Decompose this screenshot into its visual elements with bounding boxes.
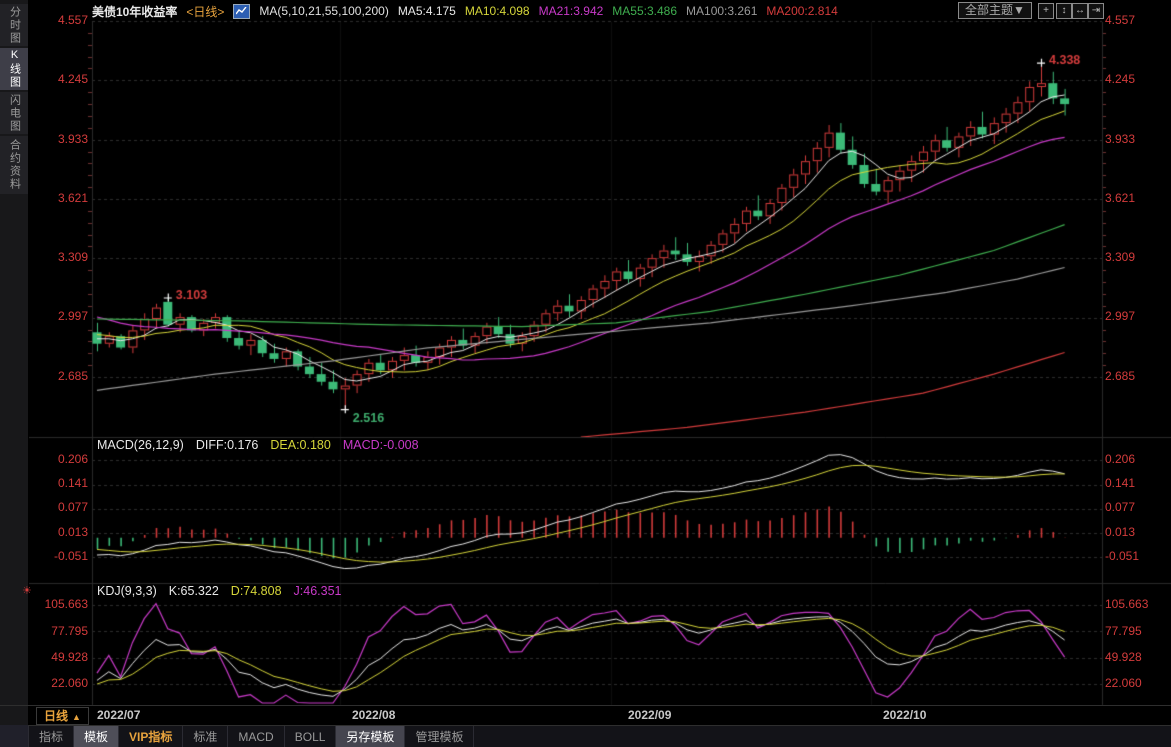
period-indicator[interactable]: <日线> bbox=[186, 4, 225, 19]
period-switch-label: 日线 bbox=[44, 709, 69, 723]
price-axis-label: 2.997 bbox=[57, 309, 88, 323]
macd-axis-label: 0.013 bbox=[1105, 525, 1136, 539]
chart-header: 美债10年收益率 <日线> MA(5,10,21,55,100,200) MA5… bbox=[28, 0, 1171, 22]
tool-glyph: ↕ bbox=[1061, 5, 1067, 16]
macd-axis-label: 0.013 bbox=[57, 525, 88, 539]
sidebar-tab-label: 分时图 bbox=[8, 5, 21, 45]
tab-manage-template[interactable]: 管理模板 bbox=[405, 726, 475, 747]
chevron-up-icon: ▲ bbox=[72, 712, 81, 722]
tab-indicators[interactable]: 指标 bbox=[28, 726, 75, 747]
zoom-horizontal-icon[interactable]: ↔ bbox=[1072, 3, 1088, 19]
kdj-axis-label: 49.928 bbox=[1105, 650, 1142, 664]
price-axis-label: 4.245 bbox=[1105, 72, 1136, 86]
sidebar-tab-lightning[interactable]: 闪电图 bbox=[0, 92, 28, 134]
kdj-axis-label: 77.795 bbox=[1105, 624, 1142, 638]
time-axis-label: 2022/08 bbox=[352, 708, 396, 722]
macd-params[interactable]: MACD(26,12,9) bbox=[97, 438, 184, 452]
panel-settings-sun-icon[interactable]: ☀ bbox=[22, 585, 32, 597]
price-axis-label: 3.621 bbox=[1105, 191, 1136, 205]
macd-axis-label: 0.077 bbox=[57, 500, 88, 514]
kdj-k-value: K:65.322 bbox=[168, 584, 219, 598]
left-sidebar: 分时图 K线图 闪电图 合约资料 bbox=[0, 0, 29, 747]
crosshair-icon[interactable]: + bbox=[1038, 3, 1054, 19]
kdj-axis-label: 49.928 bbox=[51, 650, 88, 664]
tool-glyph: + bbox=[1043, 5, 1049, 16]
macd-axis-label: 0.141 bbox=[57, 476, 88, 490]
macd-axis-label: -0.051 bbox=[1105, 549, 1140, 563]
ma200-value: MA200:2.814 bbox=[766, 4, 838, 18]
sidebar-tab-label: K线图 bbox=[8, 49, 21, 89]
instrument-title: 美债10年收益率 bbox=[92, 4, 178, 19]
macd-diff-value: DIFF:0.176 bbox=[195, 438, 259, 452]
pan-right-icon[interactable]: ⇥ bbox=[1088, 3, 1104, 19]
ma55-value: MA55:3.486 bbox=[612, 4, 678, 18]
ma-settings-label: MA(5,10,21,55,100,200) bbox=[259, 4, 389, 18]
sidebar-tab-kline[interactable]: K线图 bbox=[0, 48, 28, 90]
kdj-d-value: D:74.808 bbox=[230, 584, 282, 598]
macd-axis-label: 0.206 bbox=[57, 452, 88, 466]
price-axis-label: 3.933 bbox=[57, 132, 88, 146]
price-axis-label: 4.245 bbox=[57, 72, 88, 86]
price-axis-label: 2.685 bbox=[57, 369, 88, 383]
kdj-params[interactable]: KDJ(9,3,3) bbox=[97, 584, 157, 598]
price-axis-label: 4.557 bbox=[57, 13, 88, 27]
price-axis-label: 3.933 bbox=[1105, 132, 1136, 146]
price-axis-label: 3.621 bbox=[57, 191, 88, 205]
macd-axis-label: 0.141 bbox=[1105, 476, 1136, 490]
ma10-value: MA10:4.098 bbox=[464, 4, 530, 18]
kdj-axis-label: 105.663 bbox=[44, 597, 88, 611]
sidebar-tab-label: 合约资料 bbox=[8, 139, 21, 191]
sidebar-tab-time-share[interactable]: 分时图 bbox=[0, 4, 28, 46]
period-switch-button[interactable]: 日线 ▲ bbox=[36, 707, 89, 725]
tab-save-template[interactable]: 另存模板 bbox=[336, 726, 406, 747]
tab-vip-indicators[interactable]: VIP指标 bbox=[119, 726, 184, 747]
time-axis-label: 2022/10 bbox=[883, 708, 927, 722]
macd-axis-label: 0.077 bbox=[1105, 500, 1136, 514]
ma5-value: MA5:4.175 bbox=[397, 4, 456, 18]
price-axis-label: 3.309 bbox=[1105, 250, 1136, 264]
sidebar-tab-contract-info[interactable]: 合约资料 bbox=[0, 136, 28, 194]
tab-standard[interactable]: 标准 bbox=[183, 726, 229, 747]
time-axis-separator bbox=[0, 705, 1171, 706]
price-axis-label: 3.309 bbox=[57, 250, 88, 264]
tab-macd[interactable]: MACD bbox=[228, 726, 285, 747]
price-axis-label: 2.997 bbox=[1105, 309, 1136, 323]
kdj-axis-label: 22.060 bbox=[1105, 676, 1142, 690]
tab-templates[interactable]: 模板 bbox=[74, 726, 120, 747]
tool-glyph: ↔ bbox=[1075, 5, 1085, 16]
chart-canvas[interactable] bbox=[28, 0, 1171, 725]
theme-selector-button[interactable]: 全部主题▼ bbox=[958, 2, 1032, 19]
bottom-left-corner bbox=[0, 725, 28, 747]
macd-value: MACD:-0.008 bbox=[342, 438, 419, 452]
kdj-header: KDJ(9,3,3) K:65.322 D:74.808 J:46.351 bbox=[97, 584, 342, 598]
time-axis-label: 2022/07 bbox=[97, 708, 141, 722]
tab-boll[interactable]: BOLL bbox=[285, 726, 337, 747]
macd-axis-label: 0.206 bbox=[1105, 452, 1136, 466]
indicator-chart-icon[interactable] bbox=[233, 3, 251, 19]
price-axis-label: 2.685 bbox=[1105, 369, 1136, 383]
macd-dea-value: DEA:0.180 bbox=[270, 438, 331, 452]
time-axis-label: 2022/09 bbox=[628, 708, 672, 722]
kdj-axis-label: 105.663 bbox=[1105, 597, 1149, 611]
ma21-value: MA21:3.942 bbox=[538, 4, 604, 18]
kdj-j-value: J:46.351 bbox=[293, 584, 342, 598]
tool-glyph: ⇥ bbox=[1091, 5, 1101, 16]
macd-axis-label: -0.051 bbox=[53, 549, 88, 563]
kdj-axis-label: 77.795 bbox=[51, 624, 88, 638]
bottom-tab-bar: 指标 模板 VIP指标 标准 MACD BOLL 另存模板 管理模板 bbox=[28, 725, 1171, 747]
kdj-axis-label: 22.060 bbox=[51, 676, 88, 690]
macd-header: MACD(26,12,9) DIFF:0.176 DEA:0.180 MACD:… bbox=[97, 438, 419, 452]
zoom-vertical-icon[interactable]: ↕ bbox=[1056, 3, 1072, 19]
ma100-value: MA100:3.261 bbox=[686, 4, 758, 18]
price-axis-label: 4.557 bbox=[1105, 13, 1136, 27]
sidebar-tab-label: 闪电图 bbox=[8, 93, 21, 133]
